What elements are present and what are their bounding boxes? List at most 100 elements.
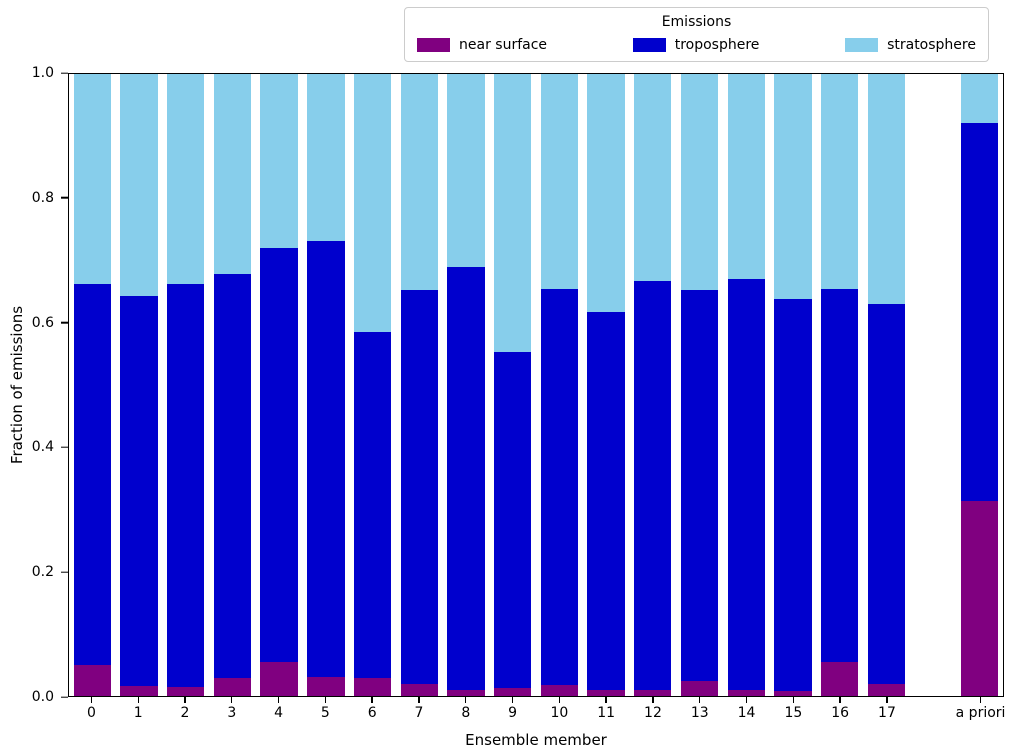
plot-area <box>68 73 1004 697</box>
bar-slot <box>303 74 350 696</box>
ytick-label: 0.0 <box>31 689 54 705</box>
segment-stratosphere <box>680 74 719 291</box>
xtick-mark <box>90 697 93 703</box>
xtick-mark <box>465 697 467 703</box>
segment-stratosphere <box>634 74 672 281</box>
bar-14 <box>727 74 765 696</box>
segment-troposphere <box>120 296 158 687</box>
ytick-label: 0.2 <box>31 564 54 581</box>
segment-near-surface <box>540 684 579 696</box>
ytick-label: 0.6 <box>31 314 54 331</box>
bar-10 <box>540 74 579 696</box>
segment-troposphere <box>587 312 625 690</box>
bar-slot <box>69 74 116 696</box>
segment-stratosphere <box>774 74 812 299</box>
xtick: 16 <box>817 697 864 721</box>
xtick-mark <box>792 697 795 703</box>
xtick-mark <box>324 697 327 703</box>
xtick-label: 0 <box>86 705 96 721</box>
legend-patch-troposphere <box>632 38 666 52</box>
bar-slot <box>116 74 163 696</box>
segment-troposphere <box>400 290 438 685</box>
bar-1 <box>120 74 158 696</box>
segment-stratosphere <box>447 74 485 268</box>
bar-a-priori <box>961 74 999 696</box>
bar-13 <box>680 74 719 696</box>
segment-near-surface <box>353 677 392 696</box>
xtick-mark <box>137 697 139 703</box>
bar-slot <box>489 74 536 696</box>
segment-near-surface <box>120 686 158 696</box>
ytick-label: 1.0 <box>31 65 54 81</box>
bar-2 <box>167 74 205 696</box>
bar-slot <box>956 74 1003 696</box>
xtick: 1 <box>115 697 162 721</box>
segment-stratosphere <box>727 74 765 279</box>
ytick-label: 0.8 <box>31 189 54 206</box>
legend-item-near-surface: near surface <box>417 37 547 53</box>
xtick-mark <box>231 697 233 703</box>
legend-item-label: troposphere <box>674 37 760 53</box>
xtick-mark <box>558 697 561 703</box>
xtick: 10 <box>536 697 583 721</box>
bar-0 <box>73 74 112 696</box>
segment-near-surface <box>494 687 532 696</box>
bar-slot <box>723 74 770 696</box>
bar-gap <box>910 74 957 696</box>
bar-slot <box>816 74 863 696</box>
bar-16 <box>820 74 859 696</box>
segment-troposphere <box>634 280 672 690</box>
segment-stratosphere <box>73 74 112 284</box>
legend-items: near surface troposphere stratosphere <box>415 37 978 53</box>
segment-troposphere <box>867 304 905 685</box>
xtick-label: 1 <box>133 705 143 721</box>
x-axis-label: Ensemble member <box>465 731 607 749</box>
segment-stratosphere <box>587 74 625 313</box>
segment-near-surface <box>774 691 812 696</box>
segment-troposphere <box>213 273 252 678</box>
ytick-mark <box>61 72 68 74</box>
bar-7 <box>400 74 438 696</box>
bar-slot <box>396 74 443 696</box>
segment-near-surface <box>447 689 485 696</box>
segment-near-surface <box>260 662 298 696</box>
legend-patch-stratosphere <box>845 38 879 52</box>
legend-patch-near-surface <box>417 38 450 52</box>
segment-near-surface <box>867 684 905 696</box>
xtick: 2 <box>162 697 209 721</box>
bar-3 <box>213 74 252 696</box>
segment-near-surface <box>961 500 999 696</box>
bar-slot <box>256 74 303 696</box>
segment-troposphere <box>961 122 999 501</box>
xtick: 13 <box>676 697 723 721</box>
segment-stratosphere <box>820 74 859 289</box>
xtick-mark <box>605 697 607 703</box>
segment-troposphere <box>540 288 579 685</box>
ytick-mark <box>61 696 68 698</box>
segment-stratosphere <box>353 74 392 333</box>
segment-troposphere <box>167 284 205 688</box>
segment-troposphere <box>73 283 112 665</box>
segment-troposphere <box>774 298 812 692</box>
ytick-mark <box>61 321 68 324</box>
x-axis-ticks: 0 1 2 3 4 5 6 7 8 9 10 11 12 13 14 15 16 17 a priori <box>68 697 1005 721</box>
xtick-label: 12 <box>644 705 662 721</box>
segment-stratosphere <box>307 74 345 242</box>
legend-item-label: near surface <box>459 37 548 53</box>
bar-slot <box>209 74 256 696</box>
segment-stratosphere <box>213 74 252 274</box>
xtick: 7 <box>396 697 443 721</box>
xtick-mark <box>652 697 654 703</box>
legend-item-troposphere: troposphere <box>632 37 760 53</box>
segment-troposphere <box>447 267 485 690</box>
segment-stratosphere <box>120 74 158 297</box>
xtick-mark <box>699 697 701 703</box>
bar-12 <box>634 74 672 696</box>
segment-stratosphere <box>400 74 438 291</box>
xtick-label: 13 <box>690 705 709 721</box>
xtick-mark <box>418 697 420 703</box>
bar-slot <box>349 74 396 696</box>
segment-near-surface <box>634 689 672 696</box>
bar-8 <box>447 74 485 696</box>
